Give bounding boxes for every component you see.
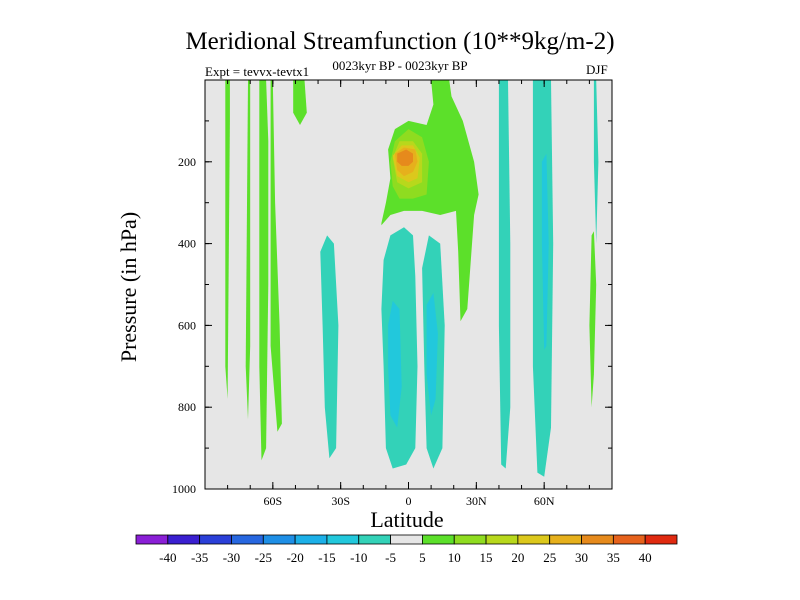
contour-region-12 bbox=[593, 80, 599, 244]
colorbar-label: -20 bbox=[286, 550, 303, 565]
contour-region-10 bbox=[498, 80, 511, 469]
y-tick-label: 800 bbox=[178, 400, 196, 414]
contour-region-1 bbox=[245, 80, 251, 420]
x-tick-label: 30S bbox=[331, 494, 350, 508]
colorbar-label: 25 bbox=[543, 550, 556, 565]
colorbar-box bbox=[294, 534, 328, 545]
colorbar-label: 5 bbox=[419, 550, 426, 565]
colorbar-box bbox=[390, 534, 423, 545]
x-axis-ticks: 60S 30S 0 30N 60N bbox=[204, 80, 613, 508]
x-tick-label: 60S bbox=[263, 494, 282, 508]
colorbar-label: 35 bbox=[607, 550, 620, 565]
colorbar-box bbox=[549, 534, 582, 545]
colorbar-label: -5 bbox=[385, 550, 396, 565]
colorbar-label: -40 bbox=[159, 550, 176, 565]
colorbar-box bbox=[644, 534, 678, 545]
contour-region-14 bbox=[426, 292, 438, 416]
x-tick-label: 30N bbox=[466, 494, 487, 508]
colorbar-box bbox=[422, 534, 455, 545]
colorbar-box bbox=[612, 534, 646, 545]
colorbar-box bbox=[199, 534, 232, 545]
chart-subtitle: 0023kyr BP - 0023kyr BP bbox=[332, 58, 468, 73]
colorbar-box bbox=[167, 534, 201, 545]
colorbar-box bbox=[581, 534, 614, 545]
contour-region-3 bbox=[270, 80, 282, 432]
colorbar-box bbox=[453, 534, 487, 545]
x-tick-label: 0 bbox=[406, 494, 412, 508]
colorbar: -40 -35 -30 -25 -20 -15 -10 -5 5 10 15 20 25 30 35 40 bbox=[135, 534, 678, 565]
y-tick-label: 400 bbox=[178, 237, 196, 251]
y-tick-label: 600 bbox=[178, 318, 196, 332]
contour-region-20 bbox=[397, 149, 413, 166]
x-tick-label: 60N bbox=[534, 494, 555, 508]
colorbar-box bbox=[135, 534, 169, 545]
colorbar-label: -35 bbox=[191, 550, 208, 565]
contour-region-7 bbox=[320, 235, 339, 459]
contour-region-0 bbox=[225, 80, 230, 399]
y-tick-label: 1000 bbox=[172, 482, 196, 496]
colorbar-box bbox=[358, 534, 391, 545]
colorbar-label: -25 bbox=[255, 550, 272, 565]
contour-region-13 bbox=[388, 300, 402, 428]
colorbar-box bbox=[517, 534, 551, 545]
experiment-label: Expt = tevvx-tevtx1 bbox=[205, 64, 310, 79]
colorbar-box bbox=[326, 534, 360, 545]
y-axis-label: Pressure (in hPa) bbox=[116, 212, 141, 362]
colorbar-label: -15 bbox=[318, 550, 335, 565]
contour-region-4 bbox=[293, 80, 307, 125]
colorbar-label: 20 bbox=[511, 550, 524, 565]
contour-fills bbox=[225, 80, 599, 477]
colorbar-label: 15 bbox=[480, 550, 493, 565]
colorbar-label: 40 bbox=[639, 550, 652, 565]
contour-region-2 bbox=[259, 80, 269, 461]
colorbar-box bbox=[231, 534, 264, 545]
colorbar-box bbox=[262, 534, 296, 545]
colorbar-label: 30 bbox=[575, 550, 588, 565]
contour-region-15 bbox=[541, 153, 549, 350]
colorbar-label: -30 bbox=[223, 550, 240, 565]
y-tick-label: 200 bbox=[178, 155, 196, 169]
colorbar-box bbox=[485, 534, 519, 545]
colorbar-label: -10 bbox=[350, 550, 367, 565]
contour-region-6 bbox=[589, 231, 597, 408]
y-axis-ticks: 200 400 600 800 1000 bbox=[172, 120, 612, 496]
x-axis-label: Latitude bbox=[370, 507, 443, 532]
chart-title: Meridional Streamfunction (10**9kg/m-2) bbox=[185, 28, 615, 55]
colorbar-label: 10 bbox=[448, 550, 461, 565]
season-label: DJF bbox=[586, 62, 608, 77]
